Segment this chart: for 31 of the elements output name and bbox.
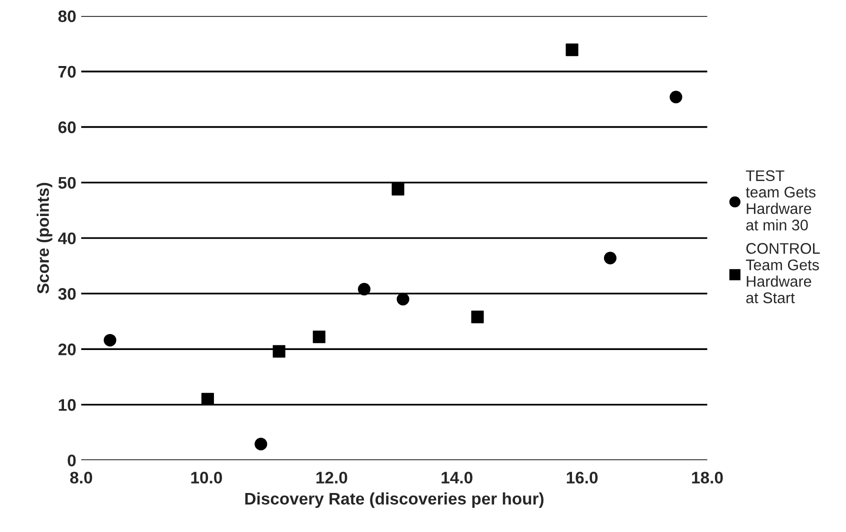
x-tick-label: 10.0 — [191, 472, 222, 484]
point — [312, 330, 326, 344]
point — [254, 438, 268, 450]
point — [566, 44, 578, 56]
x-tick-label: 12.0 — [316, 472, 348, 484]
point — [272, 345, 286, 358]
y-tick-label: 0 — [68, 454, 76, 466]
point — [471, 310, 484, 324]
x-tick-label: 18.0 — [692, 472, 723, 484]
point — [396, 292, 410, 306]
x-tick-label: 16.0 — [566, 472, 598, 484]
legend-label: TEST team Gets Hardware at min 30 — [746, 170, 816, 230]
y-tick-label: 20 — [58, 344, 76, 356]
point — [392, 182, 404, 196]
y-tick-label: 50 — [58, 176, 76, 189]
y-axis-title: Score (points) — [36, 182, 52, 294]
y-tick-label: 40 — [58, 232, 76, 244]
point — [670, 90, 682, 104]
y-tick-label: 60 — [58, 121, 76, 134]
x-tick-label: 14.0 — [442, 472, 472, 484]
point — [201, 392, 214, 406]
x-tick-label: 8.0 — [70, 472, 92, 484]
legend-label: CONTROL Team Gets Hardware at Start — [746, 243, 820, 304]
y-tick-label: 30 — [58, 288, 76, 300]
point — [358, 282, 370, 296]
y-tick-label: 10 — [58, 399, 76, 411]
y-tick-label: 80 — [58, 10, 76, 22]
x-axis-title: Discovery Rate (discoveries per hour) — [245, 492, 544, 508]
point — [604, 252, 616, 264]
y-tick-label: 70 — [58, 66, 76, 78]
point — [104, 334, 116, 347]
